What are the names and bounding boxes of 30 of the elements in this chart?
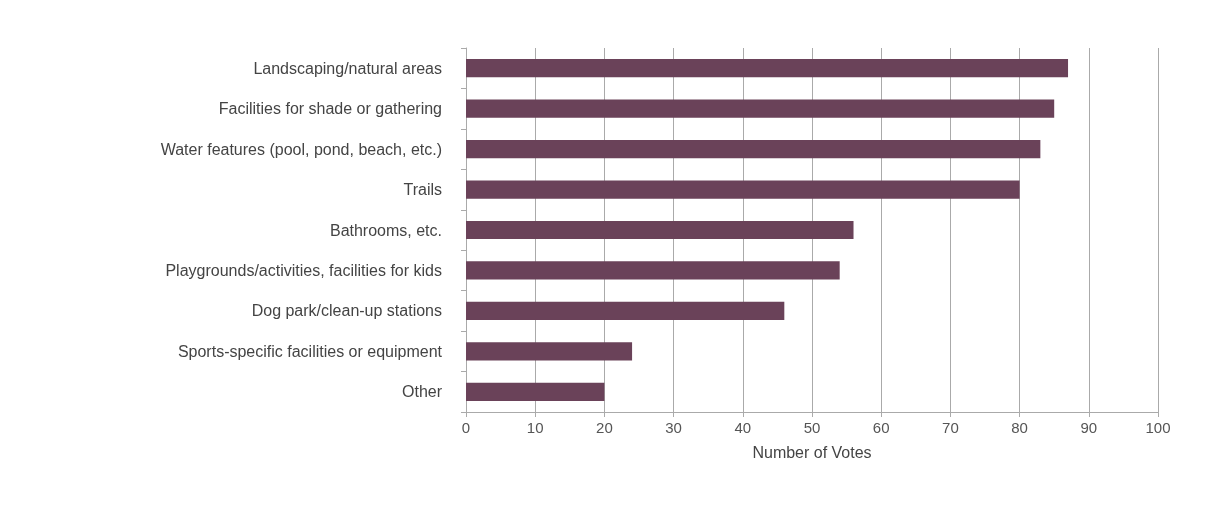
x-tick-label: 100 xyxy=(1145,419,1171,436)
x-tick-label: 60 xyxy=(872,419,890,436)
y-tick-label: Playgrounds/activities, facilities for kids xyxy=(165,261,442,279)
x-tick-label: 30 xyxy=(665,419,682,436)
bar xyxy=(466,301,785,320)
bar xyxy=(466,59,1069,78)
x-tick-label: 20 xyxy=(596,419,613,436)
bar xyxy=(466,99,1055,118)
x-tick-label: 40 xyxy=(734,419,752,436)
y-tick-label: Trails xyxy=(403,181,442,199)
bar xyxy=(466,342,633,361)
y-tick-label: Water features (pool, pond, beach, etc.) xyxy=(160,140,442,158)
y-tick-label: Dog park/clean-up stations xyxy=(251,302,442,320)
y-tick-label: Other xyxy=(401,383,443,401)
y-tick-label: Facilities for shade or gathering xyxy=(218,100,442,118)
bar xyxy=(466,140,1041,159)
x-tick-label: 70 xyxy=(942,419,959,436)
x-tick-label: 90 xyxy=(1080,419,1098,436)
x-tick-label: 50 xyxy=(803,419,821,436)
y-tick-label: Bathrooms, etc. xyxy=(329,221,442,239)
bar xyxy=(466,382,605,401)
y-tick-label: Sports-specific facilities or equipment xyxy=(177,342,443,360)
x-tick-label: 10 xyxy=(526,419,544,436)
x-axis-title: Number of Votes xyxy=(752,443,872,461)
x-tick-label: 0 xyxy=(461,419,471,436)
bar xyxy=(466,261,840,280)
y-tick-label: Landscaping/natural areas xyxy=(253,59,442,77)
bar xyxy=(466,180,1020,199)
bar xyxy=(466,220,854,240)
x-tick-label: 80 xyxy=(1011,419,1028,436)
